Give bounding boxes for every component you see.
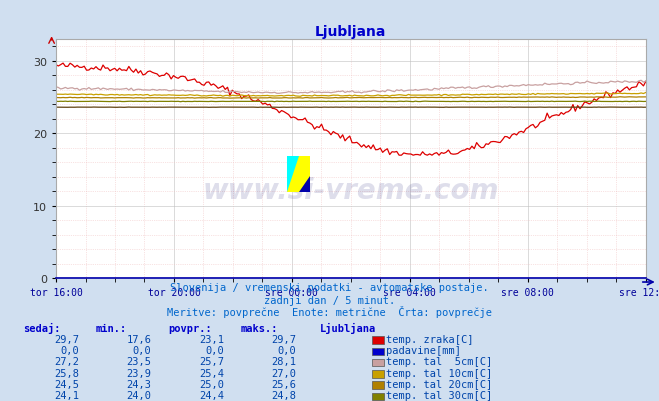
Text: 24,1: 24,1 [54,390,79,400]
Text: 29,7: 29,7 [54,334,79,344]
Text: 24,3: 24,3 [127,379,152,389]
Text: 25,0: 25,0 [199,379,224,389]
Text: 23,5: 23,5 [127,356,152,367]
Text: 25,6: 25,6 [272,379,297,389]
Text: 0,0: 0,0 [61,345,79,355]
Polygon shape [287,156,299,192]
Text: 17,6: 17,6 [127,334,152,344]
Text: 25,7: 25,7 [199,356,224,367]
Text: 25,4: 25,4 [199,368,224,378]
Text: padavine[mm]: padavine[mm] [386,345,461,355]
Text: povpr.:: povpr.: [168,323,212,333]
Text: temp. tal 20cm[C]: temp. tal 20cm[C] [386,379,492,389]
Text: temp. tal  5cm[C]: temp. tal 5cm[C] [386,356,492,367]
Text: 27,2: 27,2 [54,356,79,367]
Text: Slovenija / vremenski podatki - avtomatske postaje.: Slovenija / vremenski podatki - avtomats… [170,283,489,293]
Text: 27,0: 27,0 [272,368,297,378]
Text: 25,8: 25,8 [54,368,79,378]
Text: temp. zraka[C]: temp. zraka[C] [386,334,473,344]
Text: zadnji dan / 5 minut.: zadnji dan / 5 minut. [264,295,395,305]
Text: 24,8: 24,8 [272,390,297,400]
Title: Ljubljana: Ljubljana [315,25,387,39]
Text: temp. tal 10cm[C]: temp. tal 10cm[C] [386,368,492,378]
Text: 24,0: 24,0 [127,390,152,400]
Text: 0,0: 0,0 [206,345,224,355]
Text: www.si-vreme.com: www.si-vreme.com [203,176,499,205]
Text: 23,1: 23,1 [199,334,224,344]
Text: 23,9: 23,9 [127,368,152,378]
Text: sedaj:: sedaj: [23,322,61,333]
Text: 28,1: 28,1 [272,356,297,367]
Text: temp. tal 30cm[C]: temp. tal 30cm[C] [386,390,492,400]
Text: 24,5: 24,5 [54,379,79,389]
Text: min.:: min.: [96,323,127,333]
Text: maks.:: maks.: [241,323,278,333]
Text: Meritve: povprečne  Enote: metrične  Črta: povprečje: Meritve: povprečne Enote: metrične Črta:… [167,305,492,317]
Text: 0,0: 0,0 [133,345,152,355]
Polygon shape [299,176,310,192]
Text: 24,4: 24,4 [199,390,224,400]
Text: 0,0: 0,0 [278,345,297,355]
Text: Ljubljana: Ljubljana [320,322,376,333]
Text: 29,7: 29,7 [272,334,297,344]
